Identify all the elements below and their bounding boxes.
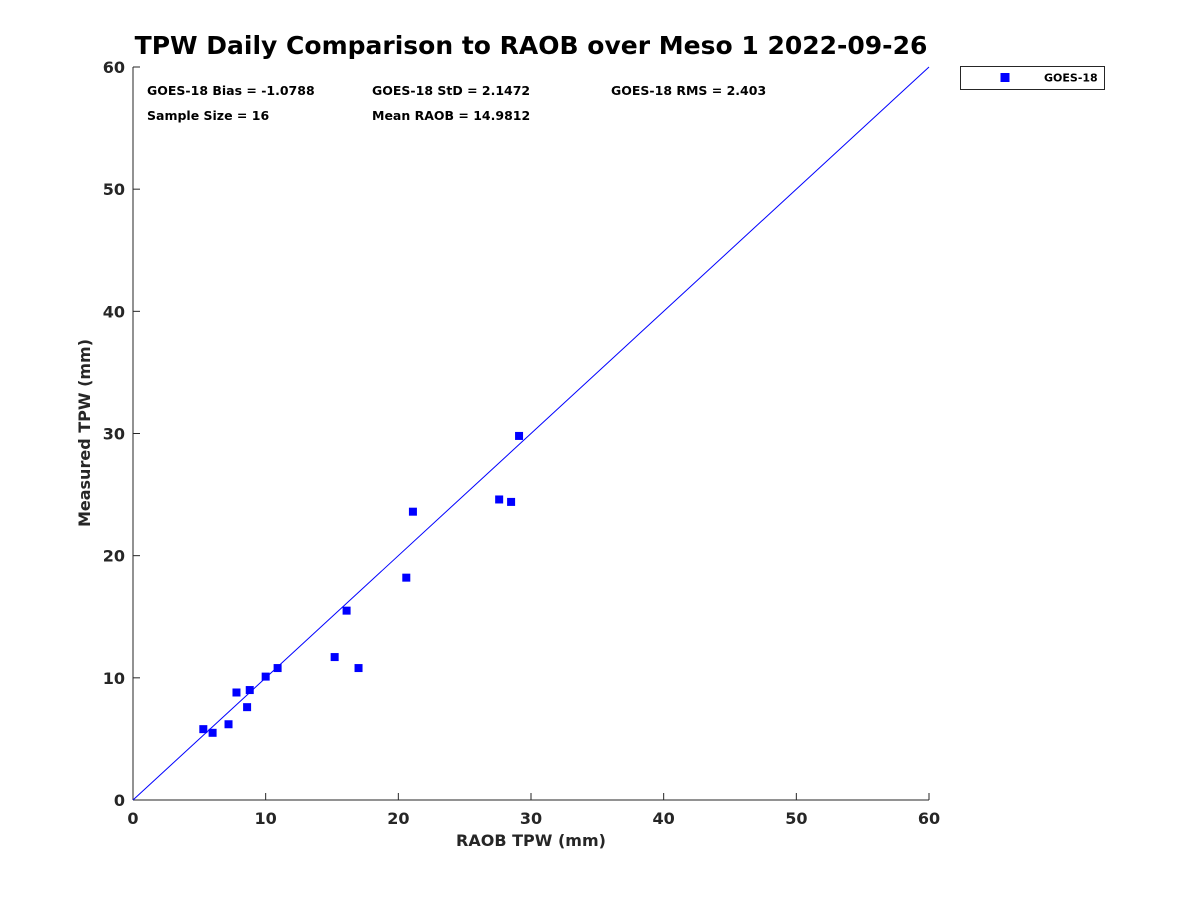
- legend-box: [960, 66, 1105, 90]
- annotation-mean-raob: Mean RAOB = 14.9812: [372, 108, 530, 123]
- annotation-bias: GOES-18 Bias = -1.0788: [147, 83, 315, 98]
- legend-entry-goes-18: GOES-18: [1044, 72, 1098, 85]
- y-tick-label: 20: [103, 547, 125, 566]
- x-tick-label: 10: [255, 809, 277, 828]
- y-tick-label: 30: [103, 425, 125, 444]
- annotation-sample-size: Sample Size = 16: [147, 108, 269, 123]
- x-tick-label: 40: [653, 809, 675, 828]
- data-point: [354, 664, 363, 673]
- data-point: [208, 728, 217, 737]
- y-tick-label: 40: [103, 302, 125, 321]
- data-point: [402, 573, 411, 582]
- data-point: [243, 703, 252, 712]
- x-tick-label: 60: [918, 809, 940, 828]
- data-point: [199, 725, 208, 734]
- x-tick-label: 50: [785, 809, 807, 828]
- legend: GOES-18: [960, 66, 1105, 90]
- data-point: [261, 672, 270, 681]
- data-point: [330, 653, 339, 662]
- data-point: [232, 688, 241, 697]
- x-axis-label: RAOB TPW (mm): [456, 831, 606, 850]
- data-point: [515, 431, 524, 440]
- x-tick-label: 30: [520, 809, 542, 828]
- y-tick-label: 0: [114, 791, 125, 810]
- data-point: [495, 495, 504, 504]
- y-axis-label: Measured TPW (mm): [75, 339, 94, 527]
- y-tick-label: 60: [103, 58, 125, 77]
- y-tick-label: 50: [103, 180, 125, 199]
- plot-area: 0 10 20 30 40 50 60 0 10 20 30 40 50 60: [103, 58, 940, 828]
- data-point: [273, 664, 282, 673]
- data-point: [224, 720, 233, 729]
- x-tick-label: 0: [127, 809, 138, 828]
- chart-title: TPW Daily Comparison to RAOB over Meso 1…: [135, 31, 928, 60]
- data-point: [408, 507, 417, 516]
- annotation-rms: GOES-18 RMS = 2.403: [611, 83, 766, 98]
- legend-marker: [1000, 73, 1010, 82]
- data-point: [342, 606, 351, 615]
- data-point: [507, 497, 516, 506]
- data-point: [245, 686, 254, 695]
- x-tick-label: 20: [387, 809, 409, 828]
- y-tick-label: 10: [103, 669, 125, 688]
- annotation-std: GOES-18 StD = 2.1472: [372, 83, 530, 98]
